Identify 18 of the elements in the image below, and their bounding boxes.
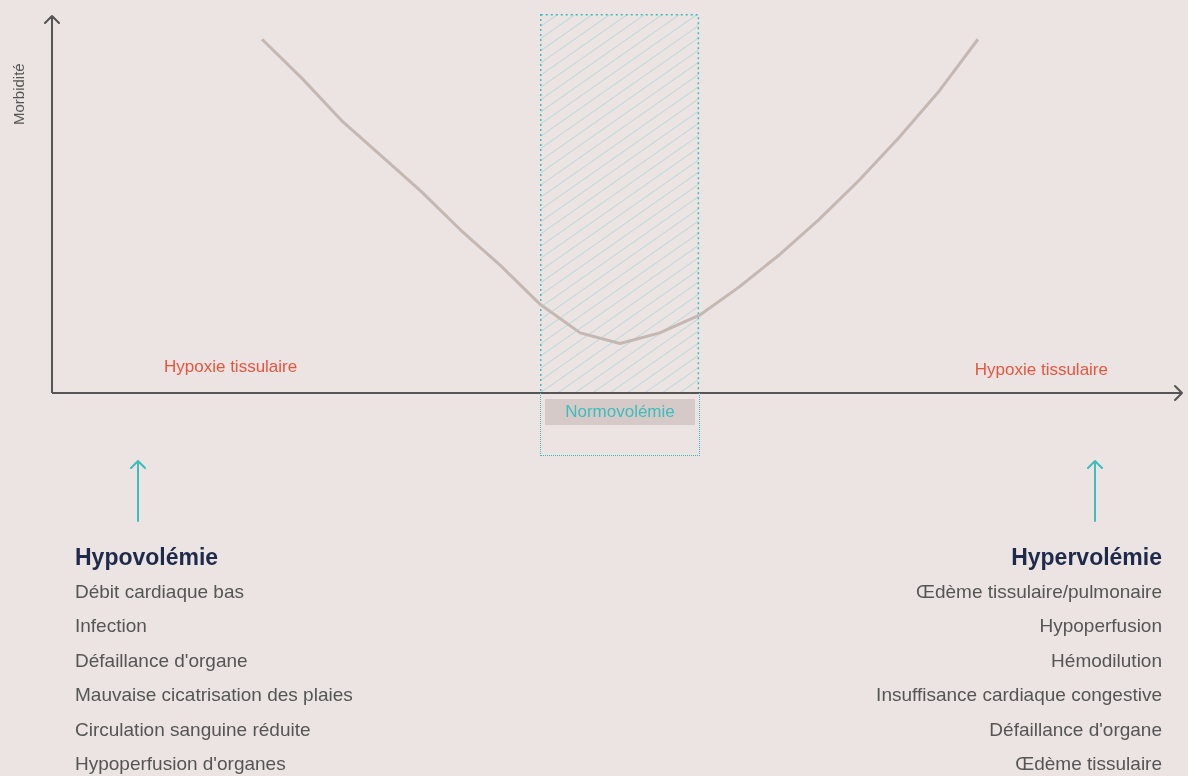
- text: Circulation sanguine réduite: [75, 717, 312, 742]
- text: Hypoperfusion: [1038, 614, 1162, 638]
- text: Normovolémie: [545, 399, 695, 425]
- text: Débit cardiaque bas: [75, 579, 245, 604]
- text: Hypovolémie: [75, 543, 220, 572]
- text: Défaillance d'organe: [75, 648, 249, 673]
- annotation: Hypoxie tissulaire: [164, 357, 298, 377]
- annotation: Hypoxie tissulaire: [974, 360, 1108, 380]
- text: Mauvaise cicatrisation des plaies: [75, 683, 353, 707]
- text: Œdème tissulaire/pulmonaire: [914, 579, 1162, 604]
- text: Hypoperfusion d'organes: [75, 752, 287, 776]
- text: Hémodilution: [1050, 648, 1162, 673]
- text: Hypervolémie: [1010, 543, 1162, 572]
- y-axis-title: Morbidité: [10, 63, 27, 125]
- text: Insuffisance cardiaque congestive: [876, 683, 1162, 707]
- text: Œdème tissulaire: [1014, 752, 1162, 776]
- text: Défaillance d'organe: [988, 717, 1162, 742]
- text: Infection: [75, 614, 148, 638]
